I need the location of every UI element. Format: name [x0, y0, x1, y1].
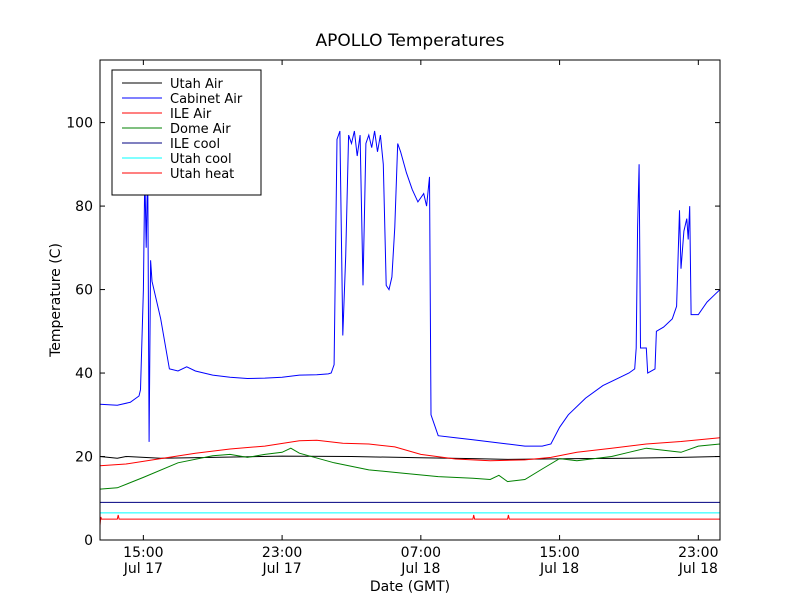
x-axis-label: Date (GMT): [370, 579, 450, 595]
legend-label-ile-air: ILE Air: [170, 107, 212, 122]
series-line-cabinet-air: [99, 130, 721, 447]
x-tick-label: 23:00: [262, 545, 302, 561]
series-line-dome-air: [99, 443, 721, 490]
y-tick-label: 100: [66, 116, 93, 132]
x-tick-label: 15:00: [539, 545, 579, 561]
plot-lines: [99, 130, 721, 526]
x-tick-label: 07:00: [401, 545, 441, 561]
x-tick-label: 23:00: [678, 545, 718, 561]
y-tick-label: 0: [84, 533, 93, 549]
x-tick-date-label: Jul 17: [262, 561, 302, 577]
y-axis-label: Temperature (C): [48, 243, 64, 358]
x-tick-label: 15:00: [123, 545, 163, 561]
y-tick-label: 40: [75, 366, 93, 382]
plot-frame: [99, 59, 721, 541]
y-tick-label: 80: [75, 199, 93, 215]
legend-label-utah-heat: Utah heat: [170, 167, 234, 182]
x-tick-date-label: Jul 17: [123, 561, 163, 577]
y-tick-label: 60: [75, 283, 93, 299]
y-tick-label: 20: [75, 450, 93, 466]
series-line-utah-heat: [99, 514, 720, 526]
legend-label-dome-air: Dome Air: [170, 122, 231, 137]
x-tick-date-label: Jul 18: [678, 561, 718, 577]
x-tick-date-label: Jul 18: [539, 561, 579, 577]
legend-label-utah-cool: Utah cool: [170, 152, 232, 167]
legend-label-utah-air: Utah Air: [170, 77, 223, 92]
x-tick-date-label: Jul 18: [400, 561, 440, 577]
legend-label-cabinet-air: Cabinet Air: [170, 92, 243, 107]
series-line-ile-air: [99, 437, 721, 467]
legend-box: [111, 69, 262, 196]
series-line-utah-air: [99, 455, 721, 460]
legend-label-ile-cool: ILE cool: [170, 137, 220, 152]
chart-title: APOLLO Temperatures: [316, 31, 505, 51]
